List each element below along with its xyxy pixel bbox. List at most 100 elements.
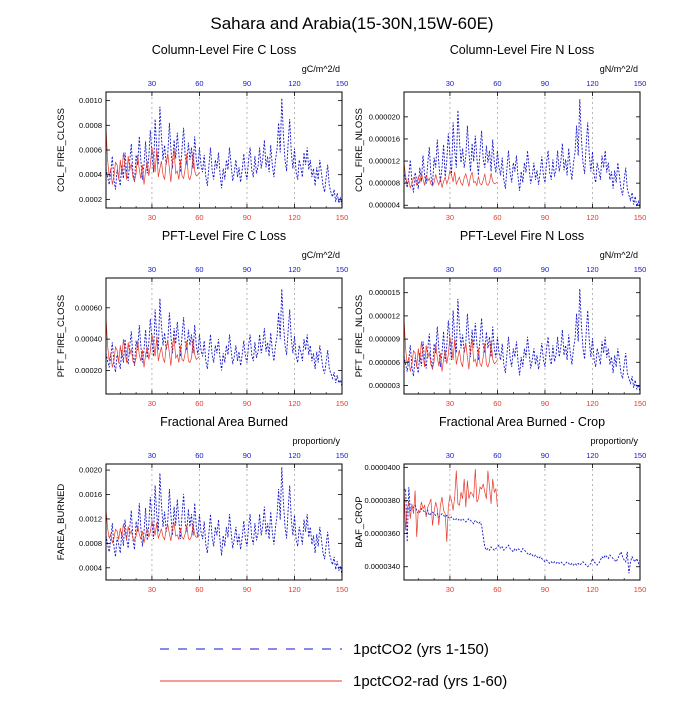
- y-tick-label: 0.00040: [75, 335, 102, 344]
- x-tick-label: 120: [288, 213, 301, 222]
- x-tick-label: 90: [541, 213, 549, 222]
- x-tick-label-top: 90: [243, 79, 251, 88]
- series-line-1pctco2-rad: [105, 317, 200, 368]
- x-tick-label-top: 150: [634, 451, 647, 460]
- y-axis-label: COL_FIRE_CLOSS: [56, 108, 67, 192]
- legend: 1pctCO2 (yrs 1-150) 1pctCO2-rad (yrs 1-6…: [160, 641, 507, 690]
- x-tick-label-top: 60: [493, 79, 501, 88]
- x-tick-label: 120: [586, 399, 599, 408]
- series-line-1pctco2-rad: [105, 509, 200, 545]
- panel-title: Fractional Area Burned: [160, 415, 288, 429]
- x-tick-label: 150: [634, 585, 647, 594]
- y-tick-label: 0.000012: [369, 311, 400, 320]
- y-tick-label: 0.0000360: [365, 529, 400, 538]
- panel-farea-burned: Fractional Area Burned proportion/y 30 30 60…: [56, 415, 348, 594]
- y-tick-label: 0.0000340: [365, 562, 400, 571]
- series-line-1pctco2: [105, 288, 343, 387]
- x-tick-label: 60: [195, 585, 203, 594]
- y-axis-label: COL_FIRE_NLOSS: [354, 108, 365, 192]
- x-tick-label-top: 60: [195, 451, 203, 460]
- x-tick-label: 150: [336, 585, 349, 594]
- x-tick-label-top: 120: [288, 265, 301, 274]
- x-tick-label: 60: [195, 399, 203, 408]
- series-line-1pctco2-rad: [403, 468, 498, 542]
- x-tick-label: 150: [336, 213, 349, 222]
- units-label: gN/m^2/d: [600, 250, 638, 260]
- x-tick-label-top: 30: [446, 79, 454, 88]
- x-tick-label-top: 150: [634, 79, 647, 88]
- y-tick-label: 0.000016: [369, 134, 400, 143]
- x-tick-label: 30: [446, 399, 454, 408]
- x-tick-label-top: 90: [243, 451, 251, 460]
- x-tick-label-top: 120: [288, 79, 301, 88]
- x-tick-label-top: 120: [586, 265, 599, 274]
- panel-baf-crop: Fractional Area Burned - Crop proportion/…: [354, 415, 646, 594]
- x-tick-label-top: 60: [493, 451, 501, 460]
- y-tick-label: 0.000009: [369, 335, 400, 344]
- x-tick-label: 60: [493, 585, 501, 594]
- series-line-1pctco2: [105, 467, 343, 576]
- plot-frame: [403, 91, 641, 209]
- legend-label-1pctco2: 1pctCO2 (yrs 1-150): [353, 641, 489, 658]
- plot-frame: [403, 463, 641, 581]
- x-tick-label-top: 90: [541, 79, 549, 88]
- x-tick-label-top: 90: [243, 265, 251, 274]
- x-tick-label-top: 60: [195, 79, 203, 88]
- x-tick-label-top: 150: [336, 265, 349, 274]
- y-axis-label: FAREA_BURNED: [56, 484, 67, 561]
- x-tick-label-top: 60: [493, 265, 501, 274]
- units-label: gN/m^2/d: [600, 64, 638, 74]
- y-tick-label: 0.0006: [79, 146, 102, 155]
- y-tick-label: 0.0004: [79, 563, 102, 572]
- x-tick-label-top: 90: [541, 451, 549, 460]
- panel-pft-fire-nloss: PFT-Level Fire N Loss gN/m^2/d 30 30 60 60 90 9…: [354, 229, 646, 408]
- y-tick-label: 0.000004: [369, 201, 400, 210]
- legend-label-1pctco2-rad: 1pctCO2-rad (yrs 1-60): [353, 673, 507, 690]
- y-tick-label: 0.0000380: [365, 496, 400, 505]
- x-tick-label: 30: [446, 213, 454, 222]
- x-tick-label: 30: [148, 213, 156, 222]
- x-tick-label: 150: [634, 399, 647, 408]
- x-tick-label-top: 30: [148, 265, 156, 274]
- x-tick-label: 60: [493, 399, 501, 408]
- x-tick-label-top: 30: [148, 79, 156, 88]
- y-tick-label: 0.0002: [79, 195, 102, 204]
- x-tick-label-top: 120: [586, 451, 599, 460]
- y-tick-label: 0.0012: [79, 514, 102, 523]
- y-tick-label: 0.000020: [369, 112, 400, 121]
- y-tick-label: 0.0016: [79, 490, 102, 499]
- panel-title: PFT-Level Fire N Loss: [460, 229, 584, 243]
- x-tick-label: 120: [586, 585, 599, 594]
- y-tick-label: 0.000003: [369, 381, 400, 390]
- panel-title: Fractional Area Burned - Crop: [439, 415, 605, 429]
- panel-col-fire-nloss: Column-Level Fire N Loss gN/m^2/d 30 30 60 60…: [354, 43, 646, 222]
- y-tick-label: 0.0008: [79, 121, 102, 130]
- plot-frame: [403, 277, 641, 395]
- x-tick-label: 60: [195, 213, 203, 222]
- panel-col-fire-closs: Column-Level Fire C Loss gC/m^2/d 30 30 60 60…: [56, 43, 348, 222]
- y-axis-label: BAF_CROP: [354, 496, 365, 547]
- y-axis-label: PFT_FIRE_CLOSS: [56, 295, 67, 377]
- panel-title: PFT-Level Fire C Loss: [162, 229, 286, 243]
- series-line-1pctco2-rad: [105, 127, 200, 185]
- y-tick-label: 0.00060: [75, 303, 102, 312]
- y-tick-label: 0.0008: [79, 539, 102, 548]
- x-tick-label: 30: [148, 399, 156, 408]
- units-label: gC/m^2/d: [302, 64, 340, 74]
- x-tick-label-top: 30: [446, 451, 454, 460]
- panel-title: Column-Level Fire N Loss: [450, 43, 595, 57]
- x-tick-label: 30: [148, 585, 156, 594]
- series-line-1pctco2: [403, 99, 641, 208]
- x-tick-label: 90: [243, 585, 251, 594]
- y-tick-label: 0.0020: [79, 466, 102, 475]
- x-tick-label: 90: [541, 585, 549, 594]
- y-tick-label: 0.000006: [369, 358, 400, 367]
- x-tick-label: 120: [288, 585, 301, 594]
- x-tick-label: 150: [336, 399, 349, 408]
- x-tick-label-top: 30: [446, 265, 454, 274]
- series-line-1pctco2-rad: [403, 162, 498, 189]
- series-line-1pctco2: [403, 487, 641, 574]
- x-tick-label-top: 90: [541, 265, 549, 274]
- units-label: proportion/y: [292, 436, 340, 446]
